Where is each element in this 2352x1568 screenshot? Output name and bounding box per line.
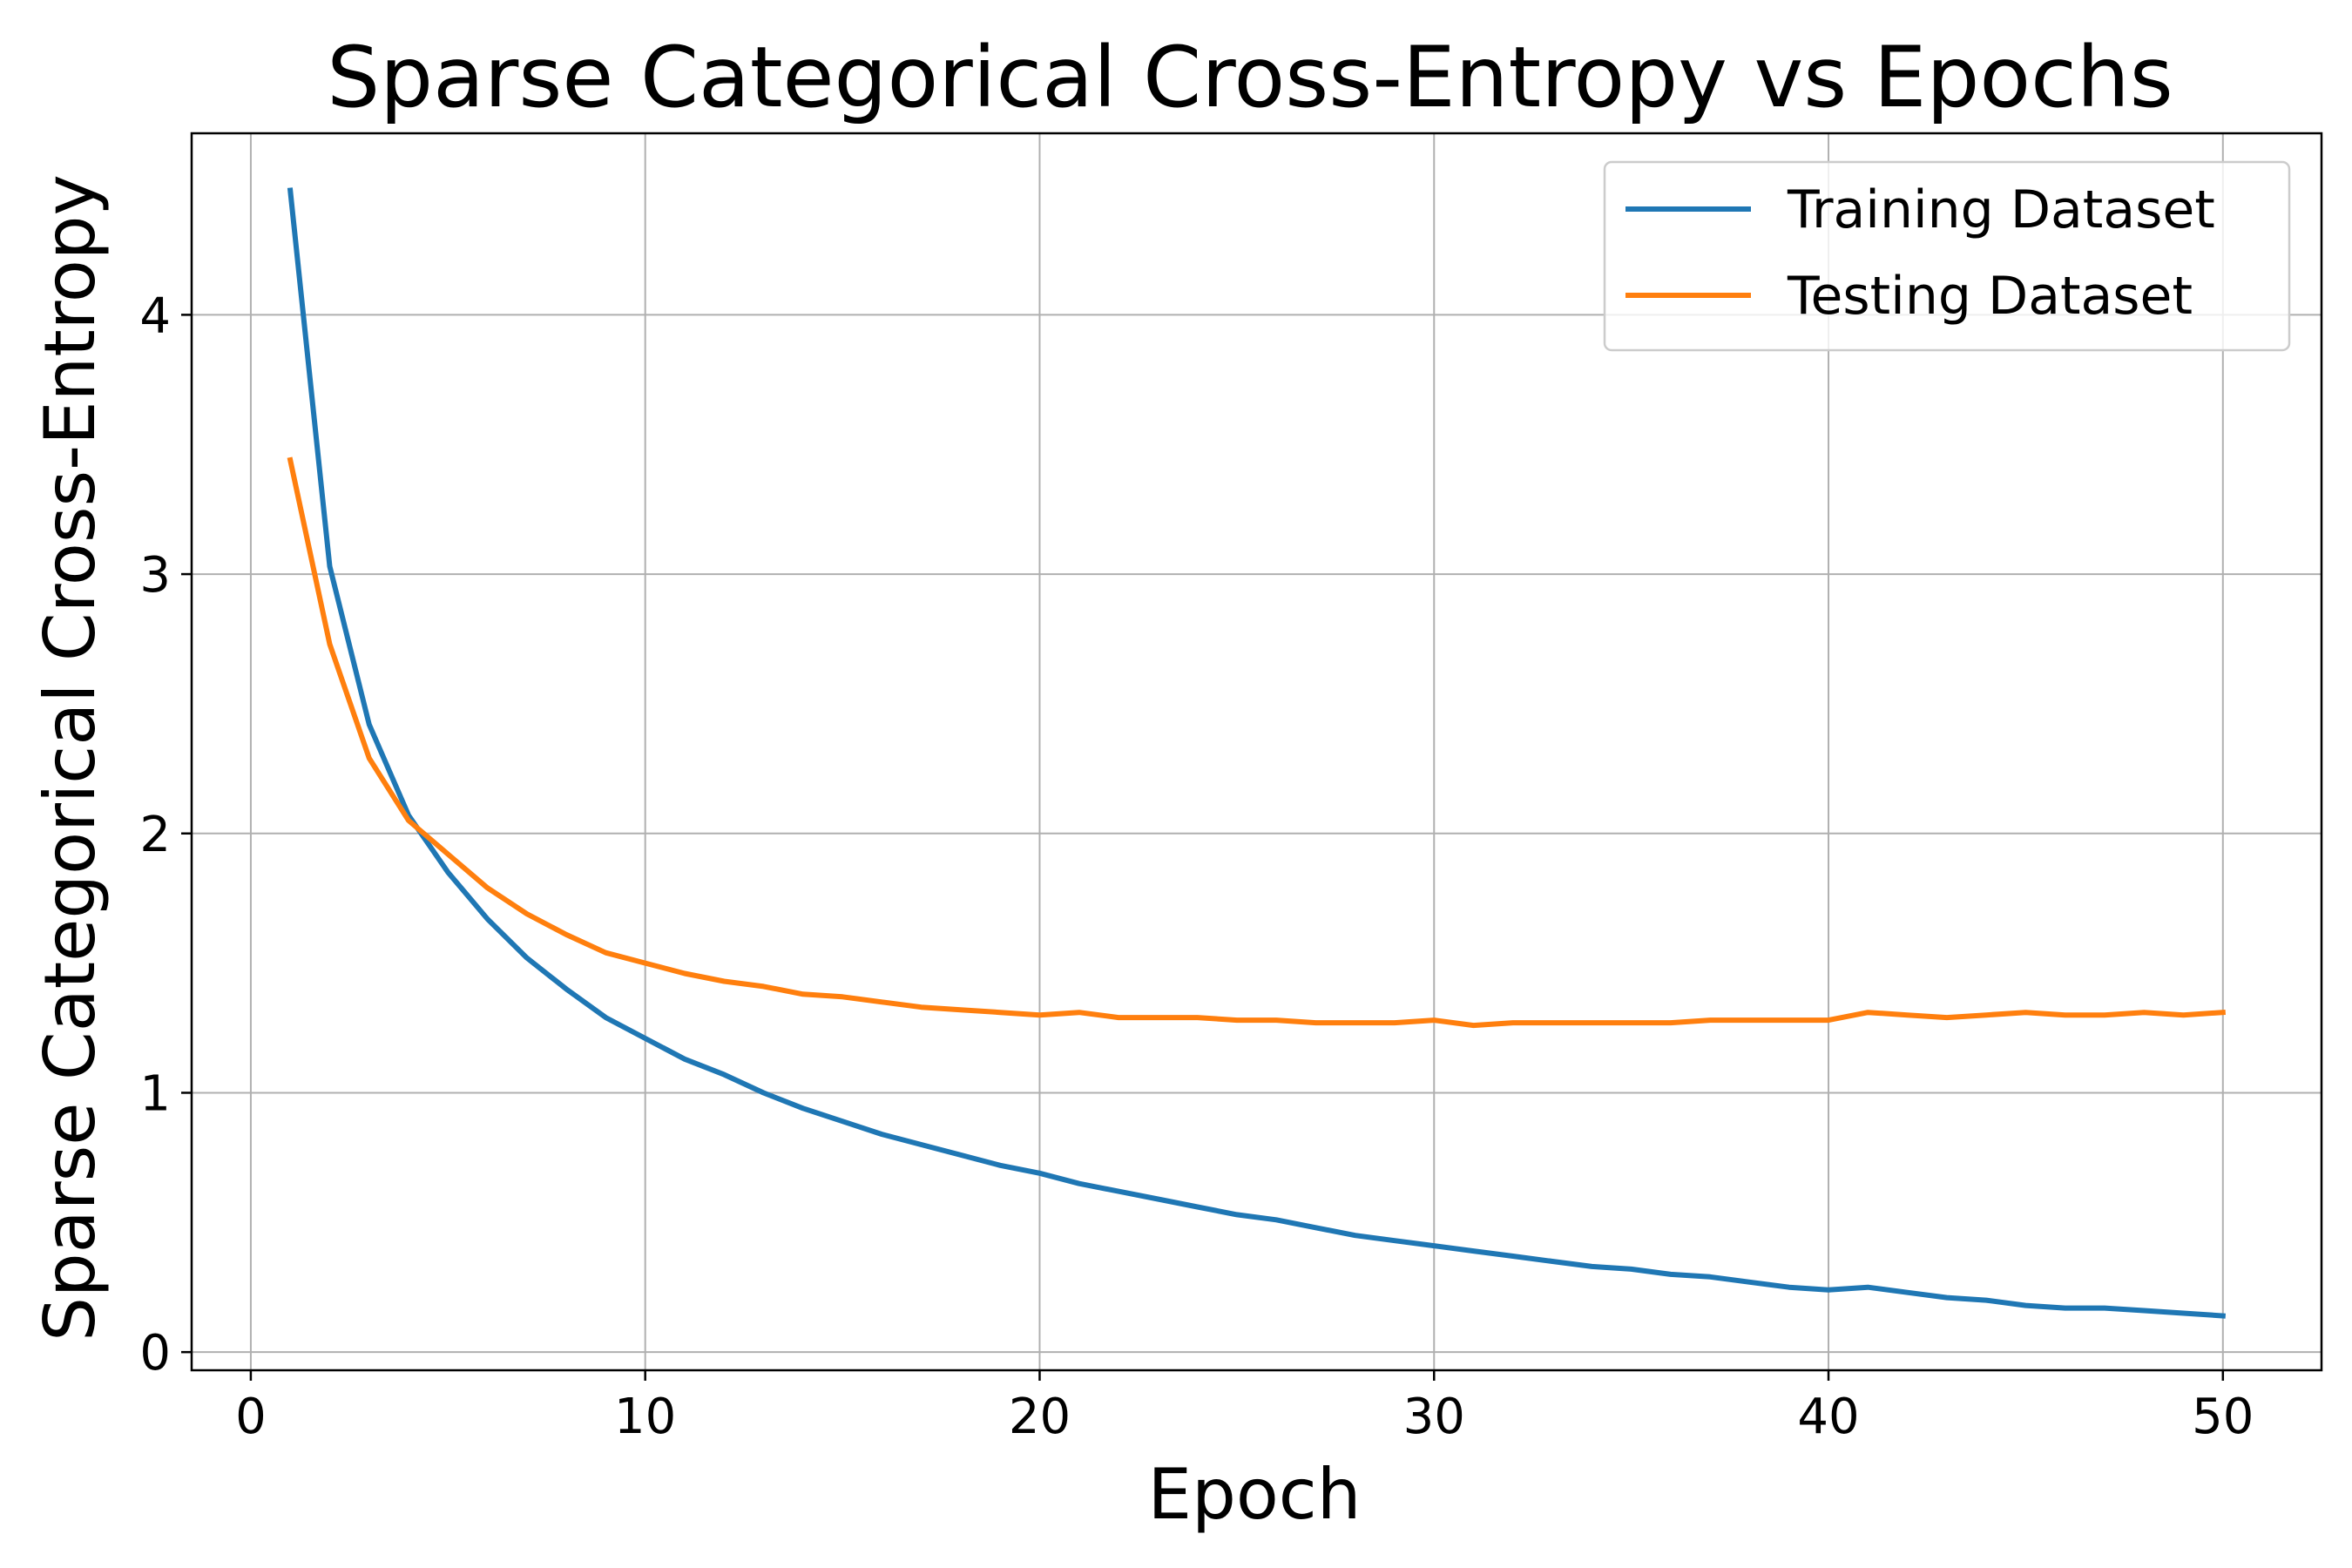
x-tick-label: 30: [1403, 1389, 1465, 1445]
x-tick-label: 40: [1797, 1389, 1859, 1445]
series-line-training-dataset: [287, 187, 2226, 1319]
series-line-testing-dataset: [287, 456, 2226, 1029]
tick-layer: 0 10 20 30 40 50 0 1 2 3 4: [139, 287, 2254, 1445]
y-tick-label: 1: [139, 1065, 171, 1122]
series-layer: [287, 187, 2226, 1319]
x-axis-label: Epoch: [1148, 1454, 1362, 1535]
plot-frame: [190, 132, 2323, 1372]
x-tick-label: 50: [2192, 1389, 2254, 1445]
y-tick-label: 2: [139, 807, 171, 863]
y-tick-label: 0: [139, 1325, 171, 1382]
legend-label-training: Training Dataset: [1787, 179, 2215, 240]
y-tick-label: 3: [139, 547, 171, 604]
x-tick-label: 10: [614, 1389, 676, 1445]
x-tick-label: 0: [235, 1389, 267, 1445]
legend-label-testing: Testing Dataset: [1787, 266, 2193, 327]
y-tick-label: 4: [139, 287, 171, 344]
chart-title: Sparse Categorical Cross-Entropy vs Epoc…: [327, 29, 2173, 126]
x-tick-label: 20: [1009, 1389, 1071, 1445]
legend: Training Dataset Testing Dataset: [1603, 160, 2291, 352]
y-axis-label: Sparse Categorical Cross-Entropy: [30, 174, 111, 1342]
legend-box: [1603, 160, 2291, 352]
